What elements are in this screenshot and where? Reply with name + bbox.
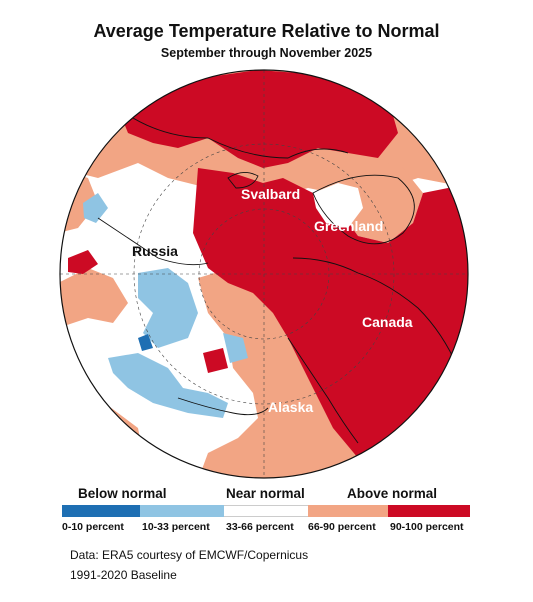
graticule <box>60 70 468 478</box>
legend-color-bar <box>62 505 470 517</box>
label-alaska: Alaska <box>268 399 313 415</box>
anomaly-0-10-areas <box>138 334 153 351</box>
data-credit: Data: ERA5 courtesy of EMCWF/Copernicus <box>70 548 309 562</box>
legend-near-normal: Near normal <box>226 486 305 501</box>
coastlines <box>97 107 459 444</box>
legend-label-66-90: 66-90 percent <box>308 521 376 533</box>
map-boundary <box>59 69 469 479</box>
label-greenland: Greenland <box>314 218 383 234</box>
label-canada: Canada <box>362 314 413 330</box>
legend-swatch-33-66 <box>224 505 308 517</box>
legend-above-normal: Above normal <box>347 486 438 501</box>
legend-label-90-100: 90-100 percent <box>390 521 464 533</box>
arctic-temperature-map: Svalbard Greenland Russia Canada Alaska <box>59 69 469 479</box>
legend-swatch-90-100 <box>388 505 470 517</box>
label-russia: Russia <box>132 243 178 259</box>
legend-label-10-33: 10-33 percent <box>142 521 210 533</box>
anomaly-90-100-areas <box>68 70 468 478</box>
legend-label-33-66: 33-66 percent <box>226 521 294 533</box>
greenland-near-normal-area <box>313 183 363 228</box>
map-subtitle: September through November 2025 <box>160 46 373 60</box>
legend-swatch-66-90 <box>308 505 388 517</box>
anomaly-10-33-areas <box>83 193 248 418</box>
legend-label-0-10: 0-10 percent <box>62 521 124 533</box>
label-svalbard: Svalbard <box>241 186 300 202</box>
legend-swatch-0-10 <box>62 505 140 517</box>
baseline-note: 1991-2020 Baseline <box>70 568 177 582</box>
map-title: Average Temperature Relative to Normal <box>93 21 440 41</box>
legend-below-normal: Below normal <box>78 486 167 501</box>
legend-swatch-10-33 <box>140 505 224 517</box>
